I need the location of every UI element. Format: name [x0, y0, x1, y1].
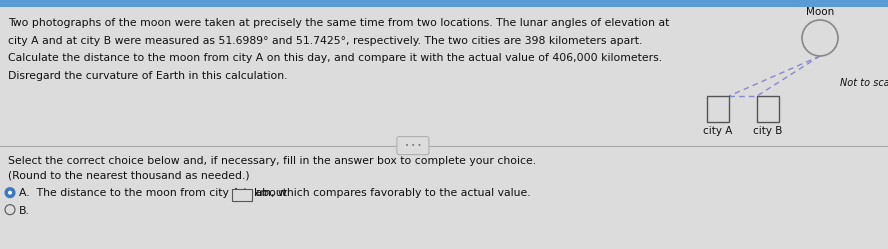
Bar	[0, 0, 888, 7]
Circle shape	[8, 191, 12, 195]
Text: A.  The distance to the moon from city A is about: A. The distance to the moon from city A …	[19, 188, 287, 198]
Text: km, which compares favorably to the actual value.: km, which compares favorably to the actu…	[254, 188, 531, 198]
Bar	[707, 96, 729, 122]
Text: B.: B.	[19, 206, 30, 216]
Text: Not to scale.: Not to scale.	[840, 78, 888, 88]
Bar	[232, 189, 252, 201]
Text: Two photographs of the moon were taken at precisely the same time from two locat: Two photographs of the moon were taken a…	[8, 18, 670, 28]
FancyBboxPatch shape	[397, 137, 429, 155]
Text: Moon: Moon	[806, 7, 834, 17]
Circle shape	[5, 188, 15, 198]
Text: (Round to the nearest thousand as needed.): (Round to the nearest thousand as needed…	[8, 171, 250, 181]
Text: city A: city A	[703, 126, 733, 136]
Text: Disregard the curvature of Earth in this calculation.: Disregard the curvature of Earth in this…	[8, 70, 288, 80]
Text: • • •: • • •	[405, 143, 421, 149]
Text: city B: city B	[753, 126, 782, 136]
Text: city A and at city B were measured as 51.6989° and 51.7425°, respectively. The t: city A and at city B were measured as 51…	[8, 36, 642, 46]
Text: Select the correct choice below and, if necessary, fill in the answer box to com: Select the correct choice below and, if …	[8, 156, 536, 166]
Text: Calculate the distance to the moon from city A on this day, and compare it with : Calculate the distance to the moon from …	[8, 53, 662, 63]
Bar	[757, 96, 779, 122]
